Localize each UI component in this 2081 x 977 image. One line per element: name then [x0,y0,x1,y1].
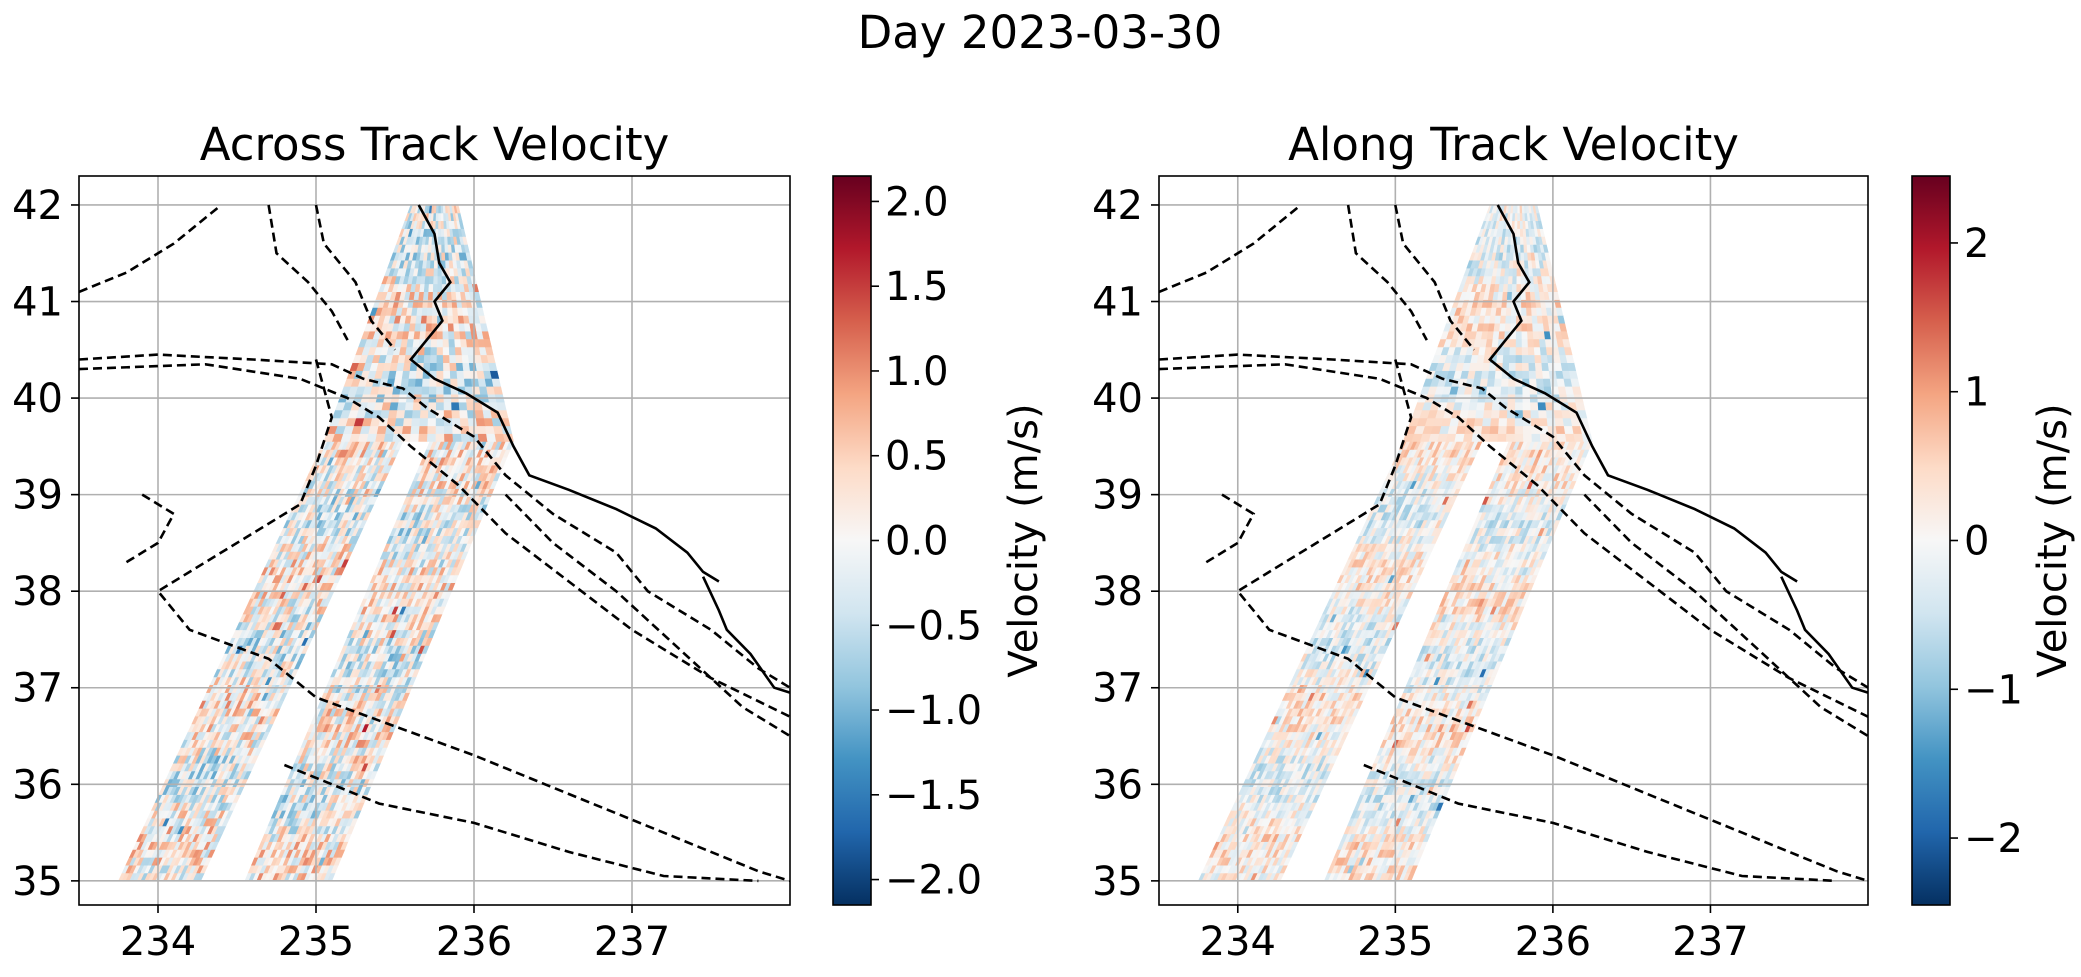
y-tick-label: 37 [1092,666,1143,712]
colorbar-tick-label: −2.0 [885,858,982,904]
figure-suptitle: Day 2023-03-30 [858,6,1223,59]
colorbar-tick-label: −2 [1964,816,2023,862]
y-tick-label: 42 [12,183,63,229]
y-tick-label: 36 [1092,762,1143,808]
colorbar-tick-label: 1.0 [885,349,949,395]
y-tick-label: 38 [12,569,63,615]
colorbar-tick-label: 0 [1964,519,1989,565]
y-tick-label: 40 [1092,376,1143,422]
x-tick-label: 236 [436,919,512,965]
x-tick-label: 234 [1200,919,1276,965]
colorbar-tick-label: 1 [1964,370,1989,416]
x-tick-label: 236 [1515,919,1591,965]
panel-0: Across Track Velocity 234 235 236 237 35 36 37 3… [12,118,1047,965]
colorbar-tick-label: 1.5 [885,264,949,310]
y-tick-label: 35 [1092,859,1143,905]
colorbar-tick-label: 2.0 [885,179,949,225]
panel-1: Along Track Velocity 234 235 236 237 35 36 37 38… [1092,118,2076,965]
x-tick-label: 235 [1357,919,1433,965]
colorbar-label: Velocity (m/s) [2030,403,2076,677]
colorbar-tick-label: 0.0 [885,519,949,565]
y-tick-label: 42 [1092,183,1143,229]
colorbar-tick-label: 2 [1964,221,1989,267]
y-tick-label: 40 [12,376,63,422]
y-tick-label: 37 [12,666,63,712]
colorbar: −2.0 −1.5 −1.0 −0.5 0.0 0.5 1.0 1.5 2.0 Velocity … [833,176,1047,905]
colorbar-tick-label: −1 [1964,667,2023,713]
colorbar-label: Velocity (m/s) [1001,403,1047,677]
y-tick-label: 39 [1092,473,1143,519]
colorbar-tick-label: 0.5 [885,434,949,480]
colorbar-tick-label: −0.5 [885,603,982,649]
y-tick-label: 41 [12,280,63,326]
x-tick-label: 234 [120,919,196,965]
y-tick-label: 38 [1092,569,1143,615]
y-tick-label: 39 [12,473,63,519]
x-tick-label: 237 [1672,919,1748,965]
y-tick-label: 36 [12,762,63,808]
colorbar-tick-label: −1.0 [885,688,982,734]
colorbar-tick-label: −1.5 [885,773,982,819]
panel-title: Across Track Velocity [200,118,670,171]
y-tick-label: 41 [1092,280,1143,326]
x-tick-label: 237 [594,919,670,965]
x-tick-label: 235 [278,919,354,965]
panel-title: Along Track Velocity [1288,118,1739,171]
colorbar: −2 −1 0 1 2 Velocity (m/s) [1912,176,2076,905]
y-tick-label: 35 [12,859,63,905]
